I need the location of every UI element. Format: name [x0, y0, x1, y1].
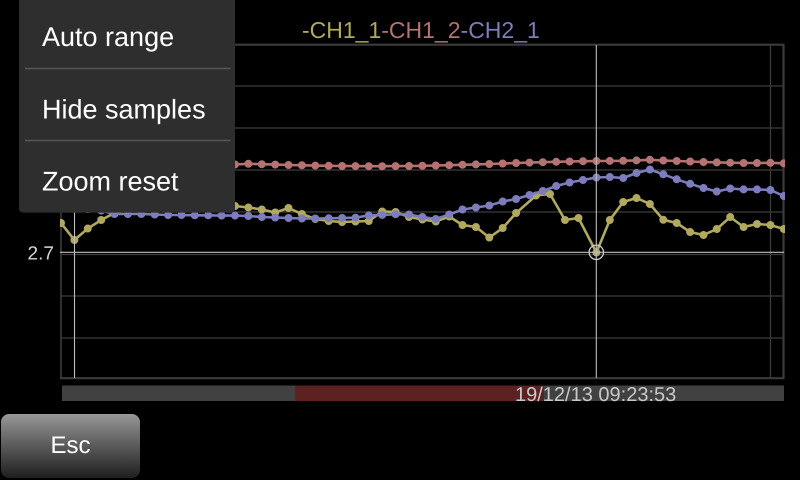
svg-text:Hide samples: Hide samples: [42, 94, 206, 124]
svg-text:19/12/13 09:23:53: 19/12/13 09:23:53: [515, 384, 676, 406]
svg-text:Esc: Esc: [51, 432, 91, 459]
svg-text:Auto range: Auto range: [42, 22, 174, 52]
svg-text:-CH1_1-CH1_2-CH2_1: -CH1_1-CH1_2-CH2_1: [302, 17, 540, 43]
svg-text:Zoom reset: Zoom reset: [42, 167, 179, 197]
svg-text:2.7: 2.7: [28, 244, 54, 265]
